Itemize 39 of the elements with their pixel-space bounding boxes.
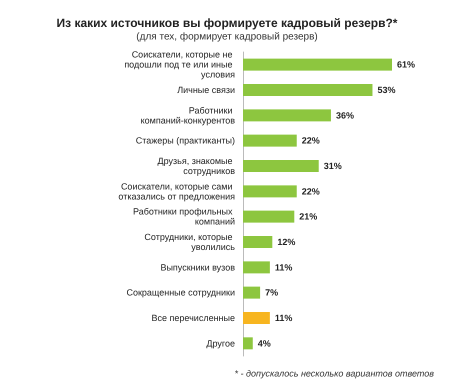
bar xyxy=(243,337,253,350)
y-tick-label: Сотрудники, которые уволились xyxy=(144,232,236,252)
y-tick-label: Выпускники вузов xyxy=(160,262,236,272)
y-tick-label: Другое xyxy=(206,338,235,348)
bar xyxy=(243,312,270,324)
bar xyxy=(243,236,272,248)
chart-title: Из каких источников вы формируете кадровый резерв?* xyxy=(56,16,398,30)
data-label: 53% xyxy=(377,85,396,95)
y-tick-label: Соискатели, которые не подошли под те или иные условия xyxy=(124,50,236,80)
y-tick-label: Работники компаний-конкурентов xyxy=(140,105,236,126)
data-label: 61% xyxy=(397,60,416,70)
bar xyxy=(243,84,372,96)
data-label: 36% xyxy=(336,110,354,120)
bar xyxy=(243,134,297,147)
y-tick-label: Стажеры (практиканты) xyxy=(136,136,235,146)
chart-subtitle: (для тех, формирует кадровый резерв) xyxy=(136,32,318,42)
y-tick-label: Соискатели, которые сами отказались от предложения xyxy=(118,181,236,202)
data-label: 7% xyxy=(265,288,278,298)
bar xyxy=(243,286,260,299)
y-tick-label: Личные связи xyxy=(177,85,235,95)
bar xyxy=(243,261,270,274)
bar xyxy=(243,109,331,122)
y-tick-label: Все перечисленные xyxy=(152,313,235,323)
data-label: 11% xyxy=(274,262,292,272)
bar xyxy=(243,160,319,172)
bar xyxy=(243,58,392,71)
data-label: 31% xyxy=(324,161,342,171)
data-label: 22% xyxy=(302,186,320,196)
y-tick-label: Работники профильных компаний xyxy=(133,206,235,227)
y-tick-label: Сокращенные сотрудники xyxy=(126,288,235,298)
data-label: 21% xyxy=(299,212,318,222)
data-label: 11% xyxy=(274,313,292,323)
bar xyxy=(243,185,297,198)
bar xyxy=(243,210,294,223)
y-tick-label: Друзья, знакомые сотрудников xyxy=(158,156,236,176)
data-label: 22% xyxy=(302,136,320,146)
text: * - допускалось несколько вариантов ответов xyxy=(234,368,434,378)
data-label: 4% xyxy=(258,338,271,348)
data-label: 12% xyxy=(277,237,296,247)
